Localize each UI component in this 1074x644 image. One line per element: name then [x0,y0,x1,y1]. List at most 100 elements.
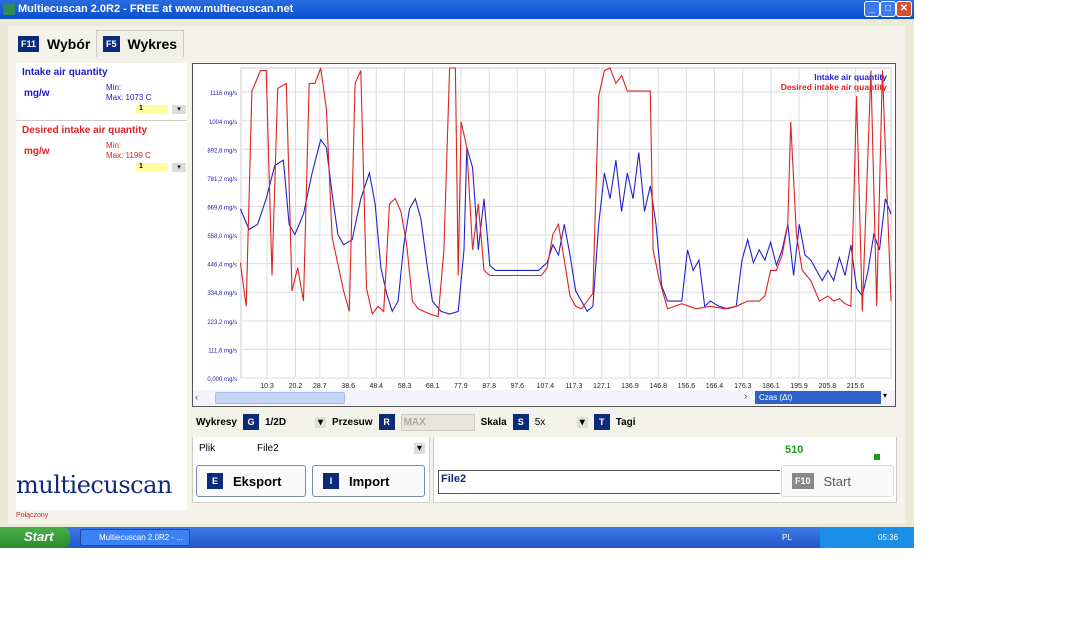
system-tray: 05:36 [820,527,914,548]
import-label: Import [349,473,390,489]
record-count: 510 [785,444,804,456]
taskbar-item[interactable]: Multiecuscan 2.0R2 - ... [80,529,190,546]
x-tick-label: 117.3 [565,383,582,390]
maximize-button[interactable]: □ [880,1,896,17]
x-tick-label: 156.6 [678,383,696,390]
series-line [239,67,892,318]
signal-item[interactable]: Desired intake air quantity mg/w Min: Max… [16,121,187,179]
file-select[interactable]: File2 ▾ [257,443,425,454]
status-text: Połączony [16,512,49,519]
y-tick-label: 111,6 mg/s [208,348,237,354]
x-tick-label: 10.3 [260,383,274,390]
key-badge: T [593,414,610,430]
start-menu-button[interactable]: Start [0,527,70,548]
key-badge: I [323,473,339,489]
x-tick-label: 107.4 [537,383,555,390]
x-tick-label: 166.4 [706,383,724,390]
signal-panel: Intake air quantity mg/w Min: Max: 1073 C… [16,63,187,510]
signal-select[interactable]: 1 ▾ [136,163,186,172]
przesuw-select[interactable]: MAX [400,413,475,431]
tab-wykres[interactable]: F5 Wykres [96,30,185,57]
skala-select[interactable]: 5x [534,416,546,428]
x-tick-label: 38.6 [341,383,355,390]
x-tick-label: 176.3 [734,383,752,390]
x-tick-label: 195.9 [790,383,808,390]
close-button[interactable]: ✕ [896,1,912,17]
y-tick-label: 1004 mg/s [209,120,237,126]
y-tick-label: 223,2 mg/s [207,320,237,326]
signal-name: Intake air quantity [22,67,108,78]
signal-max: Max: 1199 C [106,151,151,160]
taskbar: Start Multiecuscan 2.0R2 - ... PL 05:36 [0,527,914,548]
start-label: Start [24,529,54,544]
chart-container: 0,000 mg/s 111,6 mg/s 223,2 mg/s 334,8 mg/s… [192,63,896,407]
select-value: 1 [139,105,143,112]
start-button[interactable]: F10 Start [781,465,894,497]
scroll-left-icon[interactable]: ‹ [195,392,198,402]
tagi-button[interactable]: Tagi [615,416,636,428]
file-label: Plik [199,443,216,454]
y-tick-label: 892,8 mg/s [207,148,237,154]
scroll-right-icon[interactable]: › [744,391,748,402]
wykresy-select[interactable]: 1/2D [264,416,287,428]
x-tick-label: 87.8 [482,383,496,390]
tab-label: Wybór [47,35,91,52]
chevron-down-icon[interactable]: ▾ [883,391,888,400]
x-tick-label: 58.3 [398,383,412,390]
skala-label: Skala [480,416,507,428]
x-tick-label: 77.9 [454,383,468,390]
signal-max: Max: 1073 C [106,93,152,102]
x-tick-label: 127.1 [593,383,611,390]
chart-svg: 0,000 mg/s 111,6 mg/s 223,2 mg/s 334,8 mg/s… [207,67,892,390]
import-button[interactable]: I Import [312,465,425,497]
chevron-down-icon[interactable]: ▾ [314,416,326,428]
wykresy-label: Wykresy [196,416,237,428]
key-badge: R [378,414,395,430]
chevron-down-icon[interactable]: ▾ [576,416,588,428]
app-icon [3,3,15,15]
x-axis-select[interactable]: Czas (Δt) [755,391,881,404]
x-tick-label: 136.9 [621,383,639,390]
plot-area [240,67,892,379]
x-tick-label: 146.8 [650,383,668,390]
x-tick-label: 205.8 [819,383,837,390]
select-value: 1 [139,163,143,170]
key-badge: G [242,414,259,430]
signal-item[interactable]: Intake air quantity mg/w Min: Max: 1073 C… [16,63,187,121]
clock: 05:36 [878,533,899,542]
export-button[interactable]: E Eksport [196,465,306,497]
controls-row: Wykresy G 1/2D ▾ Przesuw R MAX Skala S 5… [196,413,636,431]
filename-input[interactable]: File2 [438,470,780,494]
y-tick-label: 446,4 mg/s [207,263,237,269]
title-bar: Multiecuscan 2.0R2 - FREE at www.multiec… [0,0,914,19]
x-tick-label: 186.1 [762,383,780,390]
horizontal-scrollbar[interactable]: ‹ › Czas (Δt) ▾ [193,390,895,406]
export-label: Eksport [233,473,282,489]
signal-name: Desired intake air quantity [22,125,148,136]
x-tick-label: 28.7 [313,383,327,390]
app-window: Multiecuscan 2.0R2 - FREE at www.multiec… [0,0,914,548]
x-tick-label: 20.2 [289,383,303,390]
y-tick-label: 669,6 mg/s [207,205,237,211]
chevron-down-icon: ▾ [172,105,186,114]
logo: multiecuscan [16,471,172,499]
minimize-button[interactable]: _ [864,1,880,17]
x-tick-label: 215.6 [847,383,865,390]
language-indicator[interactable]: PL [782,533,792,542]
signal-select[interactable]: 1 ▾ [136,105,186,114]
series-line [239,138,892,315]
legend-entry: Intake air quantity [814,72,887,82]
status-indicator [874,454,880,460]
y-tick-label: 0,000 mg/s [207,377,237,383]
start-label: Start [823,473,851,489]
signal-min: Min: [106,141,122,150]
scrollbar-thumb[interactable] [215,392,345,404]
window-title: Multiecuscan 2.0R2 - FREE at www.multiec… [18,3,294,15]
task-label: Multiecuscan 2.0R2 - ... [99,533,184,542]
signal-min: Min: [106,83,122,92]
key-badge: F5 [103,36,120,52]
tab-wybor[interactable]: F11 Wybór [12,30,96,57]
y-tick-label: 558,0 mg/s [207,234,237,240]
x-tick-label: 48.4 [369,383,383,390]
y-tick-label: 1116 mg/s [210,91,237,97]
